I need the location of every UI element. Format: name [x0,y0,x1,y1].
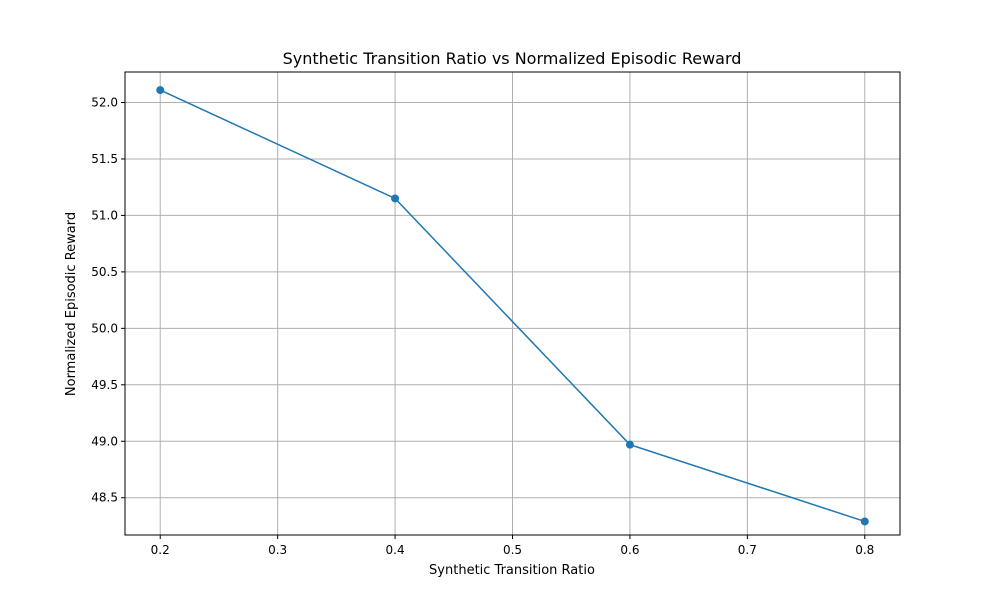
y-axis-label: Normalized Episodic Reward [64,212,79,396]
series-line [159,89,866,523]
data-point [391,194,400,203]
y-tick-label: 51.0 [91,208,118,222]
y-tick-label: 52.0 [91,95,118,109]
x-axis-label: Synthetic Transition Ratio [429,563,595,578]
data-point [860,517,869,526]
y-tick-label: 49.0 [91,434,118,448]
chart-title: Synthetic Transition Ratio vs Normalized… [283,49,742,68]
x-tick-label: 0.2 [151,543,170,557]
y-tick-label: 48.5 [91,491,118,505]
y-tick-label: 51.5 [91,152,118,166]
y-tick-label: 49.5 [91,378,118,392]
data-point [156,86,165,95]
series-layer [156,86,869,526]
x-tick-label: 0.6 [620,543,639,557]
x-tick-label: 0.8 [855,543,874,557]
data-point [625,440,634,449]
x-axis: 0.2 0.3 0.4 0.5 0.6 0.7 0.8 [151,535,874,557]
grid-lines [125,72,900,535]
y-axis: 48.5 49.0 49.5 50.0 50.5 51.0 51.5 52.0 [91,95,125,505]
y-tick-label: 50.5 [91,265,118,279]
x-tick-label: 0.4 [386,543,405,557]
y-tick-label: 50.0 [91,321,118,335]
x-tick-label: 0.7 [738,543,757,557]
x-tick-label: 0.3 [268,543,287,557]
x-tick-label: 0.5 [503,543,522,557]
